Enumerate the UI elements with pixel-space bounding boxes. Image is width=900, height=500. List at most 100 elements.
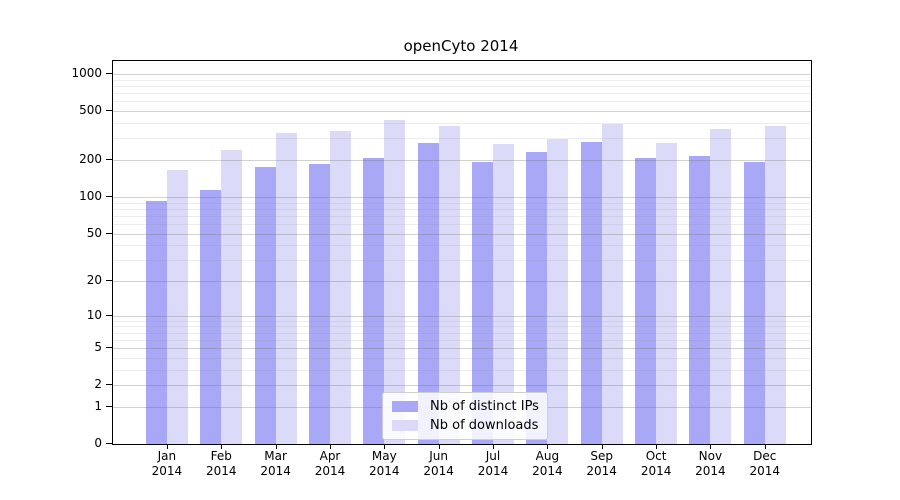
minor-gridline: [113, 260, 811, 262]
y-tick-label: 20: [86, 273, 102, 287]
y-tick-label: 1: [94, 398, 102, 413]
major-gridline: [113, 281, 811, 282]
minor-gridline: [113, 202, 811, 204]
x-axis-tick: [547, 444, 549, 449]
minor-gridline: [113, 332, 811, 334]
bar-downloads: [384, 120, 406, 444]
bar-distinct-ips: [363, 157, 385, 444]
x-axis-tick: [221, 444, 223, 449]
major-gridline: [113, 348, 811, 350]
y-tick-label: 200: [79, 152, 102, 166]
x-axis-tick: [330, 444, 331, 449]
x-tick-label: Mar 2014: [260, 449, 291, 478]
major-gridline: [113, 444, 811, 445]
x-axis-tick: [764, 444, 766, 449]
bar-downloads: [493, 143, 514, 444]
bar-distinct-ips: [417, 143, 439, 444]
y-axis-tick: [106, 314, 112, 316]
minor-gridline: [113, 93, 811, 95]
minor-gridline: [113, 215, 811, 217]
x-axis-tick: [384, 444, 386, 449]
legend-entry-distinct-ips: Nb of distinct IPs: [392, 398, 539, 414]
x-tick-label: Feb 2014: [206, 449, 237, 478]
y-tick-label: 2: [94, 377, 102, 392]
minor-gridline: [113, 223, 811, 225]
y-tick-label: 50: [86, 225, 102, 240]
major-gridline: [113, 111, 811, 113]
x-tick-label: Jul 2014: [477, 449, 509, 478]
y-axis-tick: [106, 73, 112, 74]
bar-downloads: [601, 123, 623, 444]
x-tick-label: Nov 2014: [695, 449, 726, 478]
bar-distinct-ips: [309, 164, 330, 444]
x-tick-label: Apr 2014: [314, 449, 346, 478]
y-axis-tick: [106, 159, 112, 160]
y-tick-label: 100: [79, 188, 102, 203]
y-tick-label: 10: [86, 307, 102, 322]
x-tick-label: Jun 2014: [423, 449, 454, 478]
y-axis-tick: [106, 195, 112, 197]
bar-distinct-ips: [743, 161, 765, 444]
bar-downloads: [764, 126, 786, 444]
bar-distinct-ips: [254, 166, 276, 444]
legend-label-distinct-ips: Nb of distinct IPs: [430, 398, 539, 414]
minor-gridline: [113, 101, 811, 103]
y-tick-label: 0: [94, 436, 102, 450]
plot-area: Nb of distinct IPs Nb of downloads: [112, 60, 812, 445]
x-axis-tick: [710, 444, 712, 449]
legend: Nb of distinct IPs Nb of downloads: [382, 392, 548, 440]
bar-distinct-ips: [200, 189, 222, 444]
y-tick-label: 500: [79, 103, 102, 118]
y-axis-tick: [106, 280, 112, 281]
x-axis-tick: [438, 444, 440, 449]
x-axis-tick: [601, 444, 603, 449]
minor-gridline: [113, 138, 811, 140]
y-axis-tick: [106, 232, 112, 234]
bar-downloads: [166, 169, 188, 444]
y-axis-tick: [106, 347, 112, 349]
x-axis-tick: [493, 444, 494, 449]
y-axis-tick: [106, 384, 112, 386]
minor-gridline: [113, 320, 811, 322]
minor-gridline: [113, 357, 811, 359]
bar-distinct-ips: [145, 200, 167, 444]
legend-label-downloads: Nb of downloads: [430, 417, 539, 433]
major-gridline: [113, 196, 811, 198]
y-axis-tick: [106, 443, 112, 444]
y-tick-label: 5: [94, 340, 102, 355]
minor-gridline: [113, 326, 811, 328]
minor-gridline: [113, 208, 811, 210]
major-gridline: [113, 74, 811, 75]
x-tick-label: Jan 2014: [151, 449, 183, 478]
x-tick-label: Dec 2014: [749, 449, 781, 478]
bar-downloads: [438, 126, 460, 444]
bar-downloads: [656, 143, 678, 444]
y-tick-label: 1000: [71, 66, 102, 80]
x-axis-tick: [656, 444, 658, 449]
bar-distinct-ips: [472, 161, 493, 444]
bar-distinct-ips: [580, 141, 602, 444]
minor-gridline: [113, 79, 811, 81]
bar-distinct-ips: [689, 155, 711, 444]
bar-distinct-ips: [635, 158, 657, 444]
major-gridline: [113, 385, 811, 387]
x-tick-label: Oct 2014: [640, 449, 672, 478]
y-axis-tick: [106, 110, 112, 112]
minor-gridline: [113, 369, 811, 371]
y-axis-tick: [106, 405, 112, 407]
bar-distinct-ips: [526, 151, 548, 444]
bar-downloads: [221, 150, 243, 444]
legend-swatch-downloads: [392, 419, 418, 431]
bar-downloads: [330, 130, 351, 444]
chart-title: openCyto 2014: [403, 37, 519, 55]
minor-gridline: [113, 339, 811, 341]
minor-gridline: [113, 86, 811, 87]
bar-downloads: [710, 128, 732, 444]
legend-swatch-distinct-ips: [392, 400, 418, 412]
x-axis-tick: [166, 444, 168, 449]
minor-gridline: [113, 245, 811, 247]
x-tick-label: Sep 2014: [586, 449, 617, 478]
major-gridline: [113, 160, 811, 161]
x-tick-label: May 2014: [369, 449, 400, 478]
